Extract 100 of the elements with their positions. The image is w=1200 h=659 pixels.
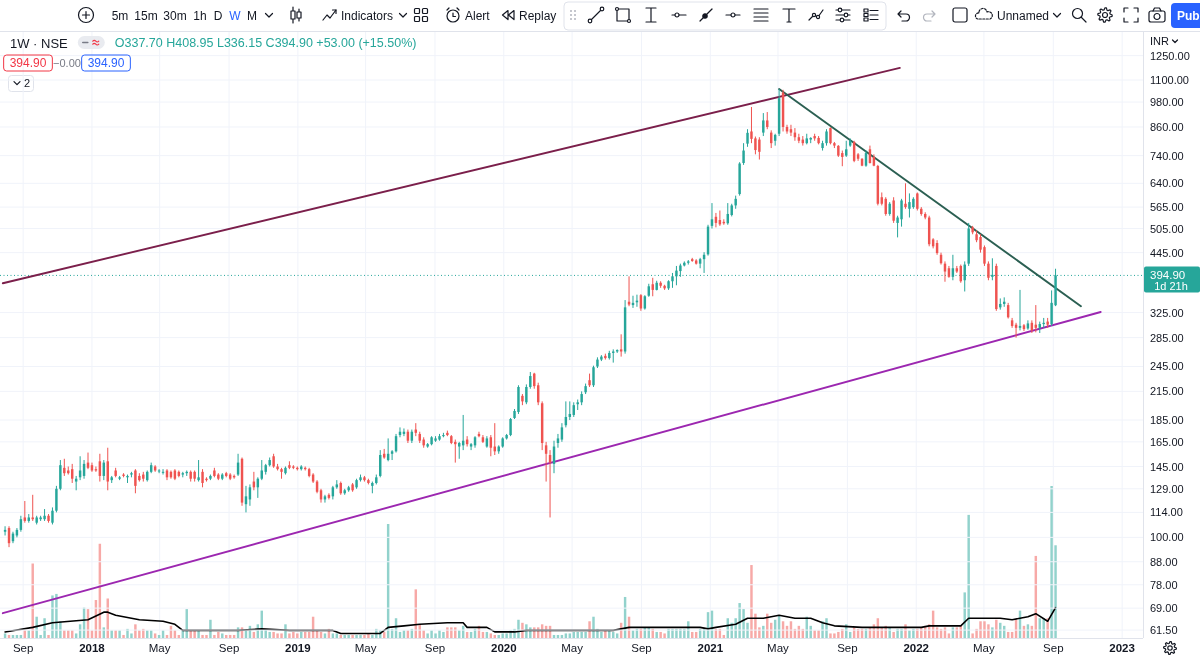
bar [525, 624, 528, 638]
bar [323, 633, 327, 638]
candlestick [742, 142, 745, 166]
bar [829, 633, 832, 638]
bar [501, 633, 504, 638]
x-tick-label: Sep [1043, 642, 1064, 654]
bar [446, 627, 449, 638]
candlestick [55, 485, 58, 513]
candlestick [390, 449, 394, 461]
text: 1h [193, 9, 207, 23]
bar [351, 634, 354, 638]
bar [825, 618, 828, 638]
bar [296, 633, 299, 638]
bar [979, 621, 982, 638]
candlestick [205, 476, 208, 483]
y-tick-label: 145.00 [1150, 460, 1184, 473]
y-tick-label: 129.00 [1150, 482, 1184, 495]
bar [892, 631, 895, 638]
bar [134, 624, 137, 638]
x-tick-label: 2022 [903, 642, 929, 654]
candlestick [454, 439, 457, 464]
bar [1050, 486, 1053, 638]
candlestick [904, 182, 907, 210]
bar [687, 621, 690, 638]
bar [51, 595, 54, 638]
candlestick [987, 260, 990, 281]
y-tick-label: 505.00 [1150, 222, 1184, 235]
candlestick [698, 257, 702, 269]
bar [31, 563, 34, 638]
x-tick-label: 2018 [79, 642, 106, 654]
bar [331, 633, 335, 638]
y-tick-label: 78.00 [1150, 578, 1178, 591]
bar [762, 625, 765, 638]
bar [442, 631, 445, 638]
x-tick-label: 2021 [697, 642, 724, 654]
text: 5m [111, 9, 129, 23]
bar [608, 630, 611, 638]
bar [529, 627, 532, 638]
candlestick [134, 468, 137, 494]
x-tick-label: Sep [218, 642, 240, 654]
bar [888, 627, 891, 638]
chart-subtitle: O337.70 H408.95 L336.15 C394.90 +53.00 (+15.50%) [114, 36, 417, 50]
candlestick [892, 196, 895, 224]
x-tick-label: Sep [424, 642, 446, 654]
x-tick-label: May [354, 642, 377, 654]
x-tick-label: May [767, 642, 790, 654]
bar [205, 634, 208, 638]
bar [130, 633, 133, 638]
y-tick-label: 165.00 [1150, 435, 1184, 448]
bar [355, 634, 358, 638]
bar [833, 633, 836, 638]
bar [122, 634, 125, 638]
bar [363, 634, 366, 638]
y-tick-label: 61.50 [1150, 624, 1178, 637]
bar [43, 618, 46, 638]
bar [738, 603, 741, 638]
y-tick-label: 565.00 [1150, 201, 1184, 214]
bar [201, 634, 204, 638]
bar [454, 627, 457, 638]
bar [604, 630, 607, 638]
text: Unnamed [997, 9, 1050, 23]
y-tick-label: 860.00 [1150, 120, 1184, 133]
bar [268, 631, 271, 638]
y-tick-label: 69.00 [1150, 602, 1178, 615]
bar [74, 633, 78, 638]
bar [288, 633, 291, 638]
text: W [229, 9, 242, 23]
x-tick-label: May [148, 642, 171, 654]
bar [272, 631, 275, 638]
bar [564, 633, 568, 638]
bar [817, 630, 820, 638]
y-tick-label: 100.00 [1150, 531, 1184, 544]
x-tick-label: Sep [631, 642, 652, 654]
bar [209, 619, 212, 638]
bar [335, 633, 339, 638]
candlestick [789, 124, 793, 137]
bar [908, 630, 911, 638]
candlestick [201, 468, 204, 488]
bar [343, 634, 346, 638]
bar [679, 628, 682, 638]
candlestick [23, 500, 27, 524]
y-tick-label: 1250.00 [1150, 49, 1190, 62]
bar [580, 631, 583, 638]
bar [588, 621, 591, 638]
bar [841, 628, 844, 638]
candlestick [509, 417, 512, 437]
y-tick-label: 325.00 [1150, 306, 1184, 319]
candlestick [157, 468, 161, 474]
bar [671, 628, 674, 638]
bar [837, 631, 840, 638]
bar [430, 630, 433, 638]
text: Pub [1177, 9, 1200, 23]
bar [505, 633, 508, 638]
bar [280, 633, 283, 638]
bar [153, 633, 157, 638]
bar [359, 634, 362, 638]
bar [967, 514, 970, 638]
candlestick [758, 136, 761, 161]
bar [276, 633, 279, 638]
candlestick [612, 348, 615, 364]
